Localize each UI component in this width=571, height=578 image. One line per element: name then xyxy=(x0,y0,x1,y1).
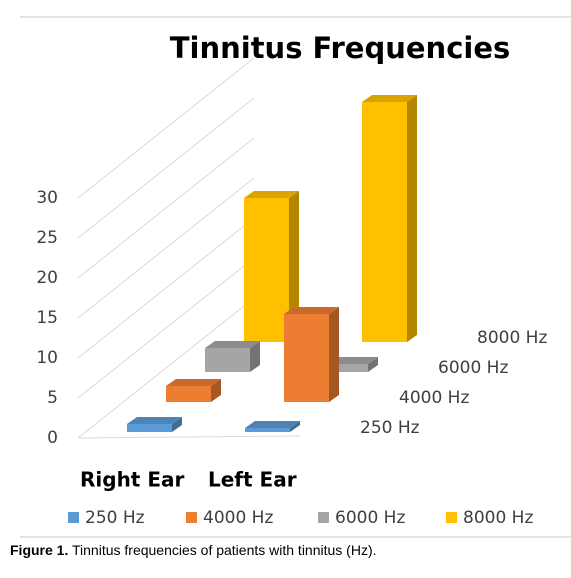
bar xyxy=(284,307,339,402)
bar-side xyxy=(250,341,260,372)
grid-line xyxy=(77,177,255,319)
bar-top xyxy=(362,95,417,102)
bar-top xyxy=(166,379,221,386)
bar-side xyxy=(407,95,417,342)
depth-label: 4000 Hz xyxy=(399,388,469,408)
legend-label: 6000 Hz xyxy=(335,508,405,528)
legend-swatch xyxy=(318,512,329,523)
bar-side xyxy=(289,191,299,342)
y-tick-label: 0 xyxy=(47,428,58,448)
bar-front xyxy=(323,364,368,372)
bar-front xyxy=(245,428,290,432)
bar-front xyxy=(127,424,172,432)
grid-line xyxy=(77,217,255,359)
chart-title: Tinnitus Frequencies xyxy=(170,31,511,65)
bar-top xyxy=(244,191,299,198)
depth-label: 250 Hz xyxy=(360,418,420,438)
legend-label: 4000 Hz xyxy=(203,508,273,528)
x-tick-label: Right Ear xyxy=(80,468,184,492)
legend-swatch xyxy=(446,512,457,523)
y-tick-label: 15 xyxy=(36,308,58,328)
bar-side xyxy=(211,379,221,402)
bar-front xyxy=(284,314,329,402)
bar-side xyxy=(368,357,378,372)
bar-side xyxy=(172,417,182,432)
grid-line xyxy=(77,97,255,239)
caption: Figure 1. Tinnitus frequencies of patien… xyxy=(10,542,377,558)
legend-swatch xyxy=(186,512,197,523)
chart: Tinnitus Frequencies 0 5 10 15 20 25 30 8000 Hz… xyxy=(20,16,571,538)
grid-line xyxy=(77,297,255,439)
depth-label: 6000 Hz xyxy=(438,358,508,378)
caption-label: Figure 1. xyxy=(10,542,69,558)
grid-line xyxy=(77,137,255,279)
bar xyxy=(205,341,260,372)
bar-front xyxy=(166,386,211,402)
y-tick-label: 10 xyxy=(36,348,58,368)
grid-line xyxy=(77,57,255,199)
y-tick-label: 25 xyxy=(36,228,58,248)
y-tick-label: 5 xyxy=(47,388,58,408)
bar-top xyxy=(205,341,260,348)
bar-front xyxy=(362,102,407,342)
bar xyxy=(166,379,221,402)
bar-side xyxy=(329,307,339,402)
legend-swatch xyxy=(68,512,79,523)
bar xyxy=(245,421,300,432)
bar xyxy=(127,417,182,432)
x-tick-label: Left Ear xyxy=(208,468,297,492)
bar-side xyxy=(290,421,300,432)
bar-front xyxy=(205,348,250,372)
bar xyxy=(244,191,299,342)
caption-text: Tinnitus frequencies of patients with ti… xyxy=(72,542,377,558)
floor-edge xyxy=(77,435,301,439)
bar-top xyxy=(245,421,300,428)
bar-top xyxy=(284,307,339,314)
bar-top xyxy=(127,417,182,424)
legend-label: 250 Hz xyxy=(85,508,145,528)
y-tick-label: 20 xyxy=(36,268,58,288)
legend-label: 8000 Hz xyxy=(463,508,533,528)
depth-label: 8000 Hz xyxy=(477,328,547,348)
bar xyxy=(362,95,417,342)
grid-line xyxy=(77,257,255,399)
y-tick-label: 30 xyxy=(36,188,58,208)
bar-front xyxy=(244,198,289,342)
